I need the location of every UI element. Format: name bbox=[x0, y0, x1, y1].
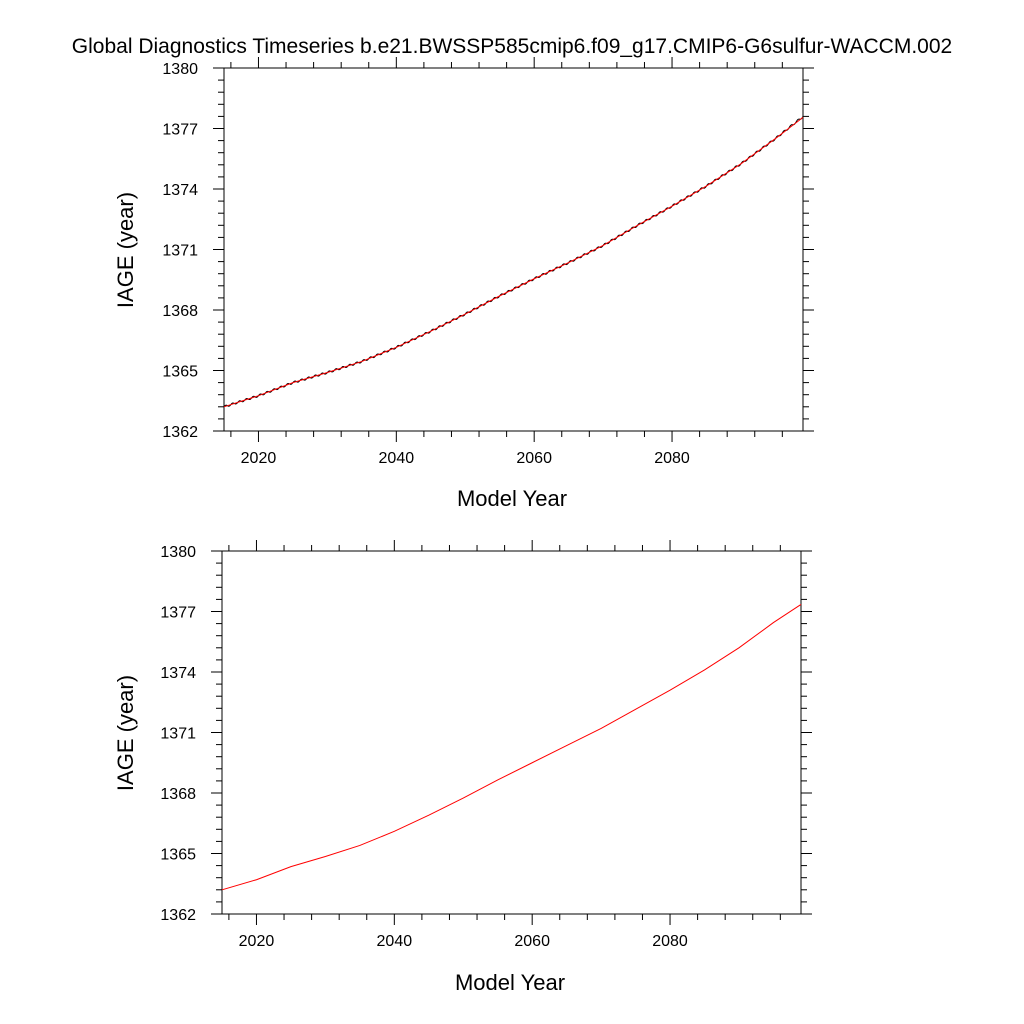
y-tick-label: 1374 bbox=[162, 182, 198, 199]
series-line-monthly bbox=[223, 116, 804, 408]
x-tick-label: 2020 bbox=[239, 933, 275, 950]
y-tick-label: 1374 bbox=[160, 665, 196, 682]
y-tick-label: 1371 bbox=[162, 243, 198, 260]
bottom-plot-frame bbox=[221, 550, 802, 915]
top-series-lines bbox=[223, 116, 804, 408]
series-line-annual bbox=[221, 604, 802, 891]
y-tick-label: 1365 bbox=[162, 364, 198, 381]
x-tick-label: 2060 bbox=[514, 933, 550, 950]
top-panel: 2020 2040 2060 2080 1362 1365 1368 1371 1374 137… bbox=[113, 57, 814, 511]
x-tick-label: 2060 bbox=[516, 450, 552, 467]
top-plot-frame bbox=[223, 67, 804, 432]
series-line-annual bbox=[223, 117, 804, 408]
chart-title: Global Diagnostics Timeseries b.e21.BWSS… bbox=[72, 35, 952, 58]
bottom-x-axis-title: Model Year bbox=[455, 970, 565, 995]
x-tick-label: 2020 bbox=[241, 450, 277, 467]
y-tick-label: 1377 bbox=[160, 605, 196, 622]
bottom-x-tick-labels: 2020 2040 2060 2080 bbox=[239, 933, 688, 950]
x-tick-label: 2080 bbox=[652, 933, 688, 950]
bottom-y-axis-title: IAGE (year) bbox=[113, 675, 138, 791]
y-tick-label: 1362 bbox=[162, 424, 198, 441]
x-tick-label: 2040 bbox=[379, 450, 415, 467]
y-tick-label: 1380 bbox=[160, 544, 196, 561]
top-x-tick-labels: 2020 2040 2060 2080 bbox=[241, 450, 690, 467]
y-tick-label: 1368 bbox=[160, 786, 196, 803]
top-x-axis-title: Model Year bbox=[457, 486, 567, 511]
top-axis-ticks bbox=[213, 57, 814, 442]
y-tick-label: 1365 bbox=[160, 847, 196, 864]
bottom-series-lines bbox=[221, 604, 802, 891]
bottom-axis-ticks bbox=[211, 540, 812, 925]
bottom-panel: 2020 2040 2060 2080 1362 1365 1368 1371 1374 137… bbox=[113, 540, 812, 995]
bottom-y-tick-labels: 1362 1365 1368 1371 1374 1377 1380 bbox=[160, 544, 196, 924]
x-tick-label: 2080 bbox=[654, 450, 690, 467]
y-tick-label: 1377 bbox=[162, 122, 198, 139]
y-tick-label: 1368 bbox=[162, 303, 198, 320]
x-tick-label: 2040 bbox=[377, 933, 413, 950]
top-y-axis-title: IAGE (year) bbox=[113, 192, 138, 308]
top-y-tick-labels: 1362 1365 1368 1371 1374 1377 1380 bbox=[162, 61, 198, 441]
y-tick-label: 1362 bbox=[160, 907, 196, 924]
y-tick-label: 1380 bbox=[162, 61, 198, 78]
y-tick-label: 1371 bbox=[160, 726, 196, 743]
